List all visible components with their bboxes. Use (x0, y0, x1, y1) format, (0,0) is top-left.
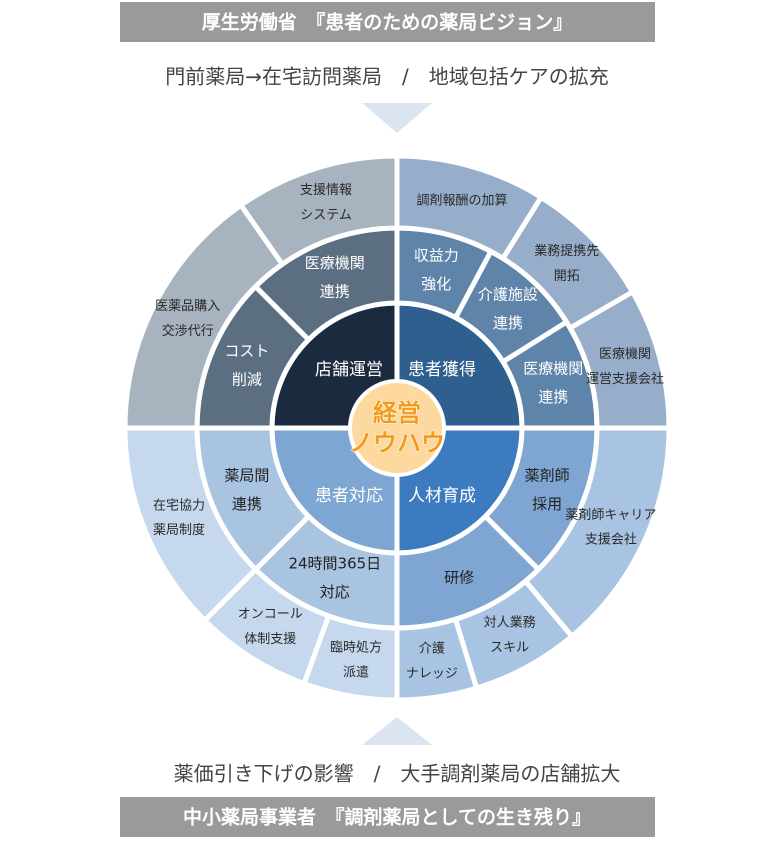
inner-label: 連携 (493, 314, 523, 332)
outer-label: 調剤報酬の加算 (417, 193, 508, 209)
outer-label: 介護 (419, 641, 445, 657)
outer-label: 薬局制度 (153, 522, 205, 538)
inner-label: 医療機関 (523, 359, 583, 377)
inner-label: 薬剤師 (525, 466, 570, 484)
footer-banner (120, 797, 655, 837)
outer-label: スキル (490, 640, 529, 655)
core-label: 患者獲得 (408, 360, 476, 380)
down-arrow (362, 103, 432, 133)
inner-label: 対応 (320, 583, 350, 601)
outer-label: 在宅協力 (153, 498, 205, 513)
header-banner (120, 2, 655, 42)
inner-label: 薬局間 (224, 466, 269, 484)
outer-label: ナレッジ (406, 666, 458, 681)
core-label: 店舗運営 (315, 360, 383, 380)
outer-label: 業務提携先 (534, 243, 599, 259)
core-label: 患者対応 (315, 486, 383, 506)
outer-label: 支援情報 (300, 183, 352, 198)
outer-label: 臨時処方 (330, 640, 382, 656)
outer-label: 体制支援 (244, 632, 296, 647)
outer-label: 医薬品購入 (155, 299, 220, 314)
inner-label: 研修 (444, 569, 474, 587)
inner-label: 収益力 (414, 247, 459, 265)
outer-label: 交渉代行 (162, 323, 214, 339)
outer-label: 薬剤師キャリア (565, 507, 656, 523)
inner-label: 介護施設 (478, 285, 538, 303)
outer-label: 派遣 (343, 665, 369, 680)
outer-label: 開拓 (554, 269, 580, 284)
outer-segment (237, 153, 400, 268)
inner-label: 医療機関 (305, 254, 365, 272)
outer-label: システム (300, 208, 352, 223)
center-circle (348, 379, 446, 477)
center-label: ノウハウ (349, 429, 445, 457)
core-label: 人材育成 (408, 486, 476, 506)
inner-label: 24時間365日 (288, 554, 381, 572)
outer-label: オンコール (238, 607, 303, 622)
up-arrow (362, 717, 432, 745)
inner-label: 連携 (320, 283, 350, 301)
footer-subtitle: 薬価引き下げの影響 / 大手調剤薬局の店舗拡大 (174, 762, 621, 786)
inner-label: コスト (224, 342, 269, 360)
header-title: 厚生労働省 『患者のための薬局ビジョン』 (202, 11, 573, 34)
inner-label: 採用 (532, 495, 562, 513)
outer-label: 運営支援会社 (586, 371, 664, 387)
outer-label: 対人業務 (484, 615, 536, 631)
outer-label: 医療機関 (599, 347, 651, 362)
inner-label: 削減 (232, 371, 262, 389)
inner-label: 強化 (421, 275, 451, 293)
footer-title: 中小薬局事業者 『調剤薬局としての生き残り』 (183, 806, 591, 829)
inner-label: 連携 (232, 495, 262, 513)
wheel: 収益力強化介護施設連携医療機関連携調剤報酬の加算業務提携先開拓医療機関運営支援会… (122, 153, 672, 703)
outer-label: 支援会社 (585, 532, 637, 548)
center-label: 経営 (373, 399, 421, 427)
header-subtitle: 門前薬局→在宅訪問薬局 / 地域包括ケアの拡充 (165, 65, 609, 89)
inner-label: 連携 (538, 388, 568, 406)
